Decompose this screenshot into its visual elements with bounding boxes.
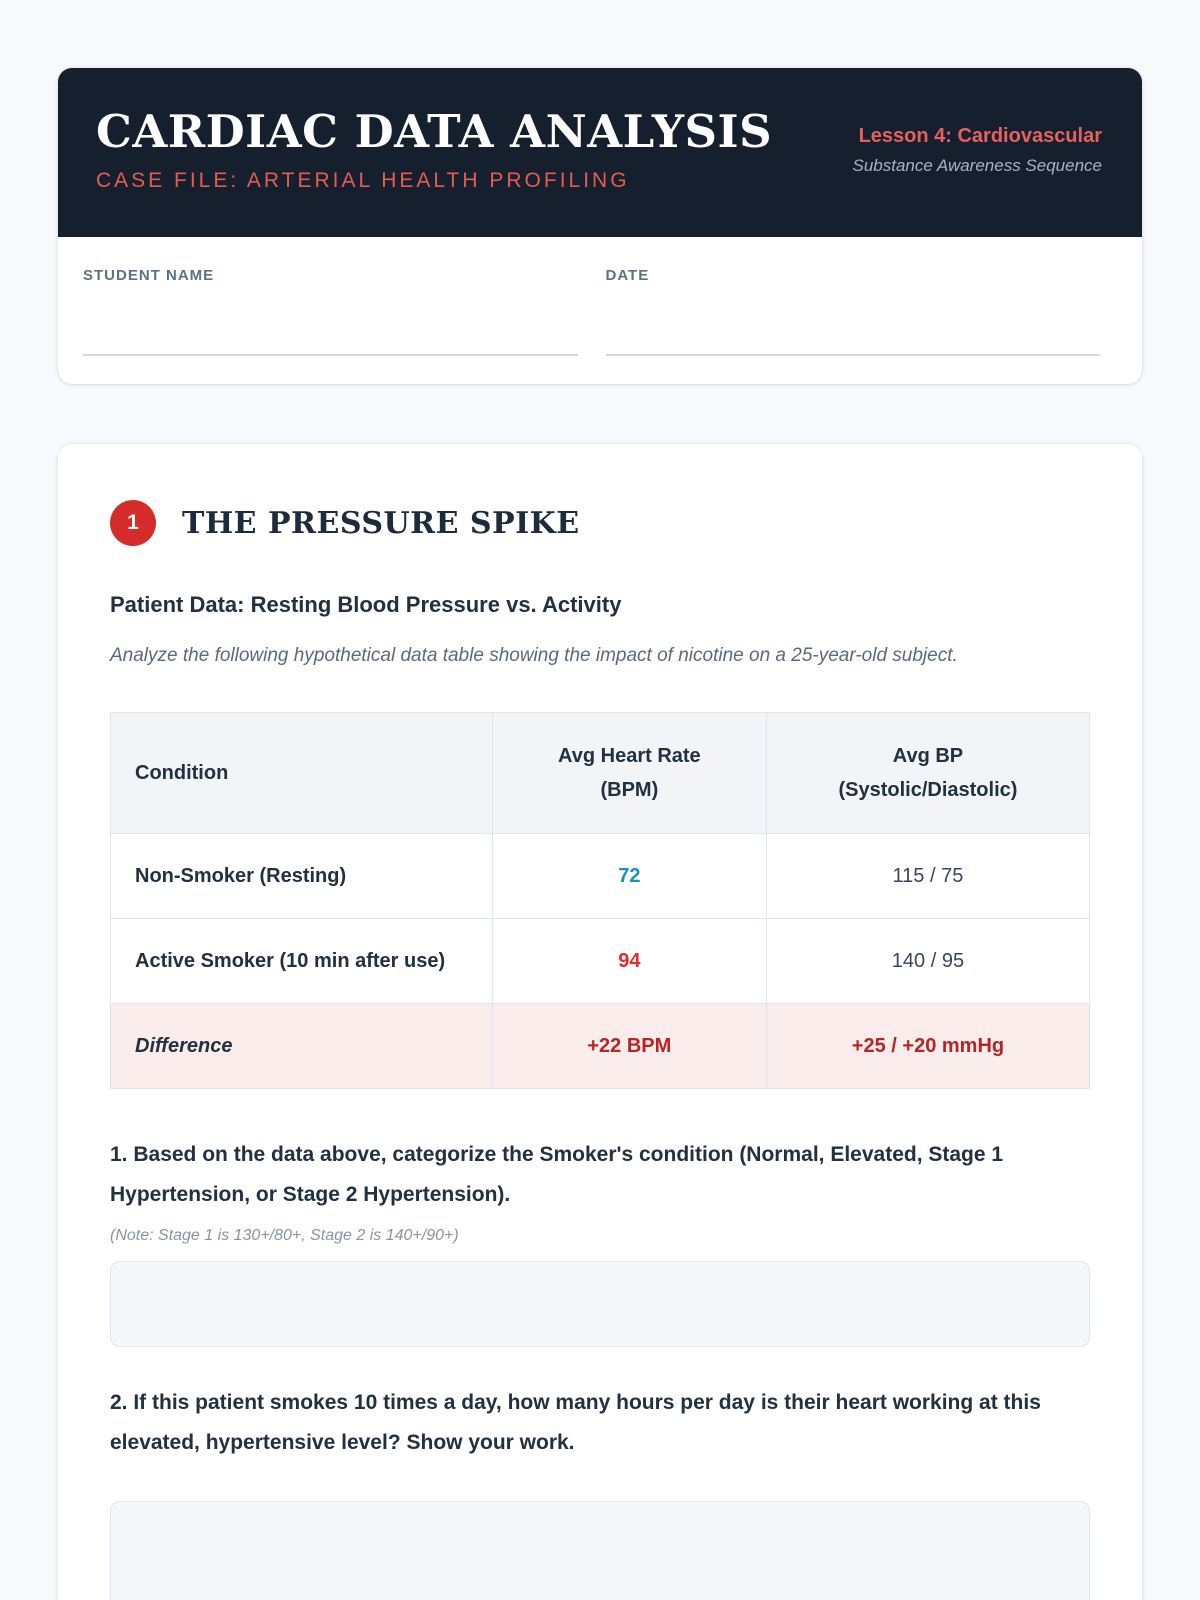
- section-1-header: 1 THE PRESSURE SPIKE: [110, 500, 1090, 547]
- date-input[interactable]: [605, 330, 1100, 357]
- cell-heart-rate-smoker: 94: [491, 918, 767, 1005]
- table-row-difference: Difference +22 BPM +25 / +20 mmHg: [110, 1003, 1091, 1090]
- question-2-text: 2. If this patient smokes 10 times a day…: [110, 1391, 1041, 1455]
- cell-bp-nonsmoker: 115 / 75: [765, 833, 1091, 920]
- intro-text: Analyze the following hypothetical data …: [110, 645, 958, 667]
- header-band: CARDIAC DATA ANALYSIS CASE FILE: ARTERIA…: [58, 68, 1142, 238]
- table-header-row: Condition Avg Heart Rate (BPM) Avg BP (S…: [110, 712, 1091, 835]
- student-info-band: STUDENT NAME DATE: [58, 237, 1142, 384]
- cell-condition-difference: Difference: [110, 1003, 493, 1090]
- cell-heart-rate-difference: +22 BPM: [491, 1003, 767, 1090]
- section-title: THE PRESSURE SPIKE: [182, 505, 580, 541]
- page-title: CARDIAC DATA ANALYSIS: [96, 105, 773, 158]
- date-label: DATE: [605, 267, 650, 285]
- table-row-nonsmoker: Non-Smoker (Resting) 72 115 / 75: [110, 833, 1091, 920]
- header-condition: Condition: [110, 712, 493, 835]
- table-row-smoker: Active Smoker (10 min after use) 94 140 …: [110, 918, 1091, 1005]
- case-file-subtitle: CASE FILE: ARTERIAL HEALTH PROFILING: [96, 169, 630, 193]
- cell-condition-smoker: Active Smoker (10 min after use): [110, 918, 493, 1005]
- cell-bp-difference: +25 / +20 mmHg: [765, 1003, 1091, 1090]
- header-bp: Avg BP (Systolic/Diastolic): [765, 712, 1091, 835]
- patient-data-heading: Patient Data: Resting Blood Pressure vs.…: [110, 592, 622, 618]
- student-name-input[interactable]: [83, 330, 578, 357]
- header-heart-rate: Avg Heart Rate (BPM): [491, 712, 767, 835]
- question-2-answer-box[interactable]: [110, 1500, 1090, 1600]
- section-number-badge: 1: [110, 500, 156, 547]
- cell-bp-smoker: 140 / 95: [765, 918, 1091, 1005]
- student-name-label: STUDENT NAME: [83, 267, 215, 285]
- cell-heart-rate-nonsmoker: 72: [491, 833, 767, 920]
- lesson-label: Lesson 4: Cardiovascular: [858, 125, 1102, 148]
- question-1-note: (Note: Stage 1 is 130+/80+, Stage 2 is 1…: [110, 1227, 459, 1245]
- question-1-answer-box[interactable]: [110, 1261, 1090, 1348]
- title-card: CARDIAC DATA ANALYSIS CASE FILE: ARTERIA…: [58, 68, 1142, 385]
- section-1-card: 1 THE PRESSURE SPIKE Patient Data: Resti…: [58, 444, 1142, 1600]
- sequence-label: Substance Awareness Sequence: [852, 156, 1102, 176]
- header-right: Lesson 4: Cardiovascular Substance Aware…: [852, 125, 1102, 176]
- date-field-group: DATE: [605, 267, 1100, 357]
- student-name-field-group: STUDENT NAME: [83, 267, 578, 357]
- question-1-text: 1. Based on the data above, categorize t…: [110, 1143, 1004, 1207]
- patient-data-table: Condition Avg Heart Rate (BPM) Avg BP (S…: [110, 712, 1091, 1090]
- cell-condition-nonsmoker: Non-Smoker (Resting): [110, 833, 493, 920]
- header-left: CARDIAC DATA ANALYSIS CASE FILE: ARTERIA…: [96, 108, 772, 193]
